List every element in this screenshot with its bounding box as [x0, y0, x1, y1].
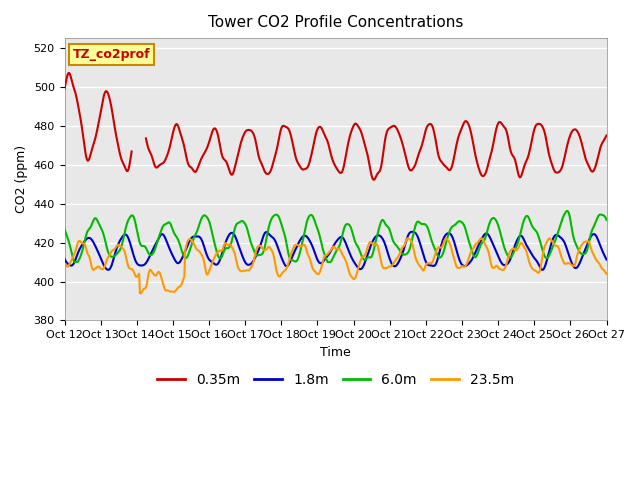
Y-axis label: CO2 (ppm): CO2 (ppm)	[15, 145, 28, 213]
Title: Tower CO2 Profile Concentrations: Tower CO2 Profile Concentrations	[208, 15, 463, 30]
Text: TZ_co2prof: TZ_co2prof	[73, 48, 150, 61]
X-axis label: Time: Time	[320, 346, 351, 359]
Legend: 0.35m, 1.8m, 6.0m, 23.5m: 0.35m, 1.8m, 6.0m, 23.5m	[152, 368, 520, 393]
